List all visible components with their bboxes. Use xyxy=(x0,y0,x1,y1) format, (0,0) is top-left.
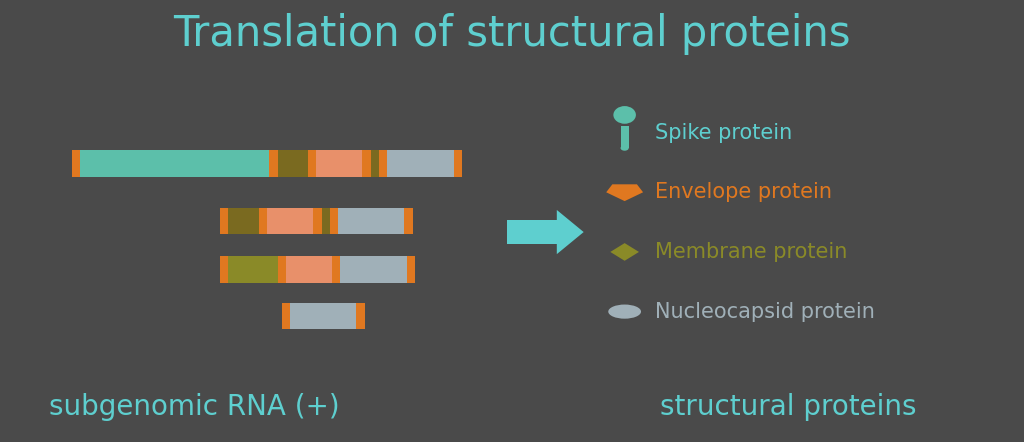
Bar xyxy=(286,256,332,283)
Bar xyxy=(322,208,330,234)
Bar xyxy=(621,126,629,148)
Polygon shape xyxy=(557,210,584,254)
Polygon shape xyxy=(606,184,643,201)
Ellipse shape xyxy=(621,145,629,151)
Bar xyxy=(379,150,387,177)
Bar xyxy=(220,256,228,283)
Ellipse shape xyxy=(613,106,636,124)
Bar xyxy=(356,303,365,329)
Bar xyxy=(404,208,413,234)
Bar xyxy=(278,150,308,177)
Text: Envelope protein: Envelope protein xyxy=(655,182,833,202)
Bar xyxy=(290,303,356,329)
Bar xyxy=(72,150,80,177)
Bar xyxy=(316,150,362,177)
Text: subgenomic RNA (+): subgenomic RNA (+) xyxy=(49,392,340,421)
Text: Nucleocapsid protein: Nucleocapsid protein xyxy=(655,301,876,322)
Text: Membrane protein: Membrane protein xyxy=(655,242,848,262)
Bar xyxy=(407,256,415,283)
Polygon shape xyxy=(610,243,639,261)
Bar xyxy=(338,208,404,234)
Text: structural proteins: structural proteins xyxy=(660,392,916,421)
Text: Translation of structural proteins: Translation of structural proteins xyxy=(173,13,851,55)
Bar xyxy=(454,150,462,177)
Bar xyxy=(332,256,340,283)
Bar xyxy=(387,150,454,177)
Bar xyxy=(308,150,316,177)
Bar xyxy=(330,208,338,234)
Bar xyxy=(80,150,269,177)
Bar xyxy=(220,208,228,234)
Bar xyxy=(340,256,407,283)
Bar xyxy=(362,150,371,177)
Bar xyxy=(313,208,322,234)
Bar xyxy=(371,150,379,177)
Circle shape xyxy=(608,305,641,319)
Text: Spike protein: Spike protein xyxy=(655,122,793,143)
Bar xyxy=(278,256,286,283)
Bar xyxy=(267,208,313,234)
Bar xyxy=(269,150,278,177)
Bar xyxy=(282,303,290,329)
Bar xyxy=(228,208,259,234)
Bar xyxy=(228,256,278,283)
Bar xyxy=(259,208,267,234)
Bar xyxy=(507,220,557,244)
